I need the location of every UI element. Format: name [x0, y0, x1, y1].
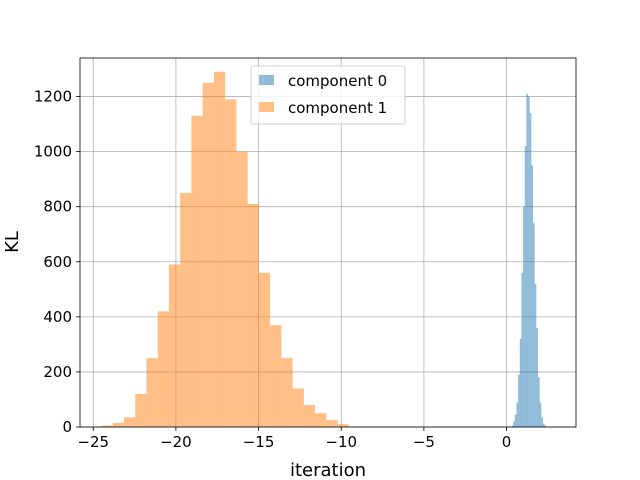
x-tick-label: −5: [413, 433, 435, 451]
legend-box: [250, 65, 406, 125]
y-tick-label: 400: [43, 308, 72, 326]
y-tick-label: 200: [43, 363, 72, 381]
y-tick-label: 0: [62, 418, 72, 436]
y-tick-label: 1000: [34, 143, 72, 161]
histogram-bar-component-1: [101, 425, 113, 427]
histogram-bar-component-1: [180, 192, 192, 427]
histogram-bar-component-0: [531, 165, 534, 428]
histogram-bar-component-1: [258, 272, 271, 427]
y-axis-label: KL: [2, 231, 23, 253]
histogram-bar-component-1: [168, 264, 181, 427]
histogram-bar-component-0: [516, 402, 519, 427]
histogram-bar-component-1: [213, 71, 226, 428]
x-tick-label: −10: [325, 433, 357, 451]
legend-label-component-1: component 1: [288, 99, 387, 117]
histogram-bars: [101, 71, 547, 428]
legend-swatch-component-1: [259, 102, 274, 112]
x-tick-label: −20: [160, 433, 192, 451]
histogram-bar-component-1: [303, 404, 316, 427]
histogram-bar-component-1: [135, 393, 147, 427]
legend-swatch-component-0: [259, 75, 274, 85]
histogram-bar-component-0: [521, 272, 524, 427]
histogram-bar-component-1: [146, 358, 158, 427]
histogram-bar-component-1: [326, 420, 338, 427]
histogram-bar-component-1: [337, 424, 349, 427]
histogram-bar-component-1: [123, 417, 136, 427]
histogram-bar-component-0: [534, 283, 537, 427]
histogram-bar-component-1: [247, 203, 259, 427]
x-axis-label: iteration: [290, 460, 366, 480]
histogram-bar-component-1: [202, 82, 214, 428]
x-tick-label: 0: [502, 433, 512, 451]
histogram-bar-component-0: [536, 327, 538, 427]
plot-frame: [79, 57, 577, 428]
histogram-bar-component-0: [519, 338, 522, 427]
histogram-bar-component-0: [541, 417, 543, 427]
histogram-bar-component-0: [526, 93, 529, 427]
histogram-bar-component-0: [529, 113, 532, 428]
histogram-bar-component-0: [544, 425, 547, 427]
histogram-bar-component-1: [236, 151, 248, 427]
histogram-bar-component-0: [514, 414, 517, 427]
histogram-bar-component-0: [511, 425, 514, 427]
axis-ticks: −25 −20 −15 −10 −5 0 0 200 400 600 800 1000 1200: [34, 88, 512, 451]
histogram-bar-component-1: [112, 422, 124, 427]
histogram-bar-component-1: [157, 311, 169, 427]
y-tick-label: 1200: [34, 88, 72, 106]
histogram-bar-component-1: [292, 388, 304, 427]
histogram-bar-component-0: [533, 223, 535, 427]
histogram-bar-component-0: [513, 421, 515, 427]
histogram-bar-component-1: [281, 358, 293, 427]
histogram-bar-component-0: [524, 146, 527, 428]
histogram-bar-component-0: [518, 374, 520, 427]
legend: component 0 component 1: [250, 65, 406, 125]
x-tick-label: −25: [77, 433, 109, 451]
histogram-bar-component-0: [528, 96, 530, 427]
histogram-bar-component-1: [225, 99, 237, 427]
histogram-bar-component-0: [539, 402, 542, 427]
histogram-bar-component-0: [523, 206, 525, 427]
y-tick-label: 600: [43, 253, 72, 271]
histogram-bar-component-1: [270, 325, 282, 427]
y-tick-label: 800: [43, 198, 72, 216]
histogram-bar-component-0: [537, 377, 540, 427]
histogram-bar-component-1: [191, 115, 203, 427]
legend-label-component-0: component 0: [288, 72, 387, 90]
histogram-bar-component-0: [542, 423, 545, 427]
histogram-bar-component-1: [315, 413, 327, 427]
x-tick-label: −15: [243, 433, 275, 451]
